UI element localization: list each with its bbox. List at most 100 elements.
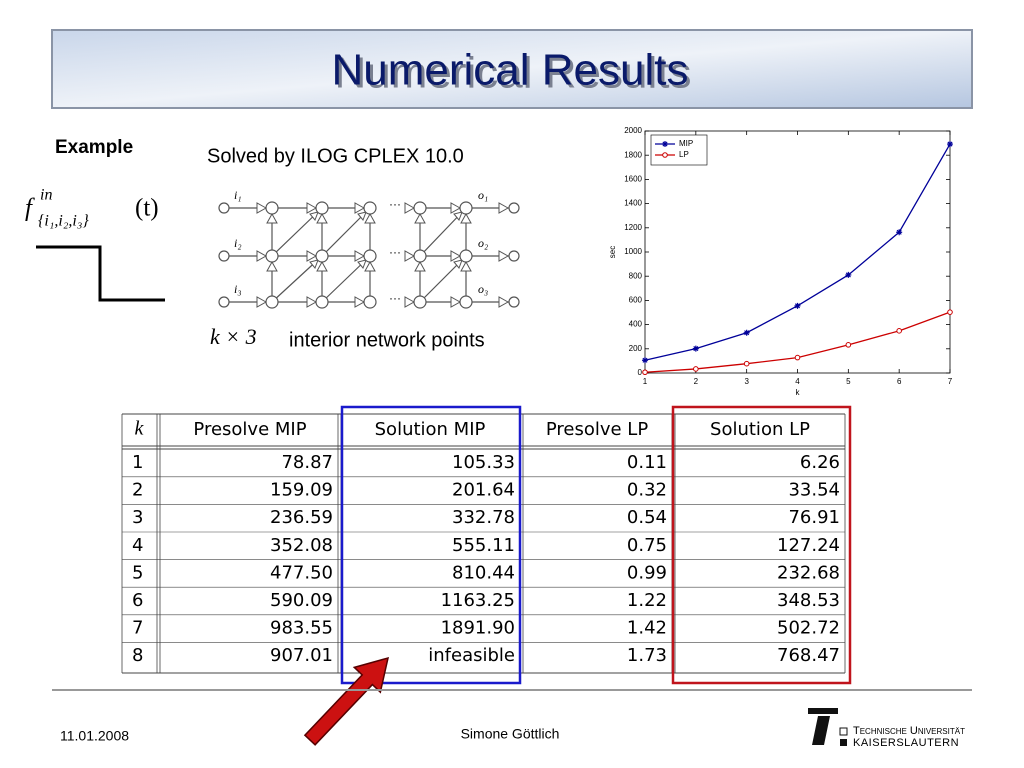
x-tick-label: 1 bbox=[643, 377, 648, 386]
formula-arg: (t) bbox=[135, 195, 159, 222]
table-cell: 0.54 bbox=[627, 507, 667, 528]
legend-label: LP bbox=[679, 150, 689, 159]
table-cell: 127.24 bbox=[777, 535, 840, 556]
table-cell: 33.54 bbox=[788, 480, 840, 501]
table-cell: 76.91 bbox=[788, 507, 840, 528]
y-tick-label: 0 bbox=[638, 368, 643, 377]
arrowhead bbox=[266, 212, 278, 224]
arrowhead bbox=[256, 250, 268, 262]
point bbox=[743, 329, 750, 336]
input-label: i₃ bbox=[234, 282, 242, 296]
legend-marker bbox=[662, 152, 668, 158]
arrowhead bbox=[450, 250, 462, 262]
point bbox=[692, 345, 699, 352]
node bbox=[363, 295, 377, 309]
arrowhead bbox=[316, 260, 328, 272]
formula-sub: {i₁,i₂,i₃} bbox=[38, 213, 89, 230]
arrowhead bbox=[357, 259, 367, 269]
legend-box bbox=[650, 134, 708, 166]
chart: 0 200 400 600 800 1000 1200 1400 1600 1800 2000 1 2 3… bbox=[608, 126, 953, 397]
table-cell: 983.55 bbox=[270, 618, 333, 639]
arrowhead bbox=[364, 212, 376, 224]
table-cell: 201.64 bbox=[452, 480, 515, 501]
point bbox=[642, 369, 648, 376]
table: k Presolve MIP Solution MIP Presolve LP Solu… bbox=[121, 413, 846, 674]
arrowhead bbox=[453, 259, 463, 269]
arrowhead bbox=[306, 250, 318, 262]
formula-base: f bbox=[25, 195, 35, 222]
arrowhead bbox=[450, 202, 462, 214]
table-cell: 332.78 bbox=[452, 507, 515, 528]
arrowhead bbox=[256, 296, 268, 308]
node bbox=[459, 295, 473, 309]
point bbox=[845, 271, 852, 278]
arrowhead bbox=[309, 259, 319, 269]
logo-stem bbox=[812, 716, 830, 745]
table-header: Solution MIP bbox=[375, 419, 486, 440]
title: Numerical Results bbox=[332, 46, 689, 95]
highlight-box-mip bbox=[340, 405, 522, 685]
table-cell: 232.68 bbox=[777, 562, 840, 583]
table-cell: 348.53 bbox=[777, 590, 840, 611]
logo: Technische Universität KAISERSLAUTERN bbox=[808, 708, 965, 749]
arrowhead bbox=[354, 250, 366, 262]
ellipsis: ··· bbox=[389, 245, 401, 259]
y-tick-label: 200 bbox=[629, 344, 643, 353]
arrowhead bbox=[460, 212, 472, 224]
highlight-box-lp bbox=[671, 405, 852, 685]
arrowhead bbox=[364, 260, 376, 272]
table-cell: 0.99 bbox=[627, 562, 667, 583]
node bbox=[315, 295, 329, 309]
node bbox=[459, 249, 473, 263]
footer-date: 11.01.2008 bbox=[60, 728, 129, 744]
table-cell: 105.33 bbox=[452, 452, 515, 473]
table-cell: 1.42 bbox=[627, 618, 667, 639]
point bbox=[947, 309, 953, 315]
node bbox=[265, 201, 279, 215]
node bbox=[459, 201, 473, 215]
output-label: o₁ bbox=[478, 188, 488, 202]
arrowhead bbox=[306, 296, 318, 308]
arrowhead bbox=[404, 296, 416, 308]
point bbox=[845, 342, 852, 348]
node bbox=[315, 201, 329, 215]
y-axis-label: sec bbox=[608, 246, 617, 258]
formula-sup: in bbox=[40, 187, 52, 204]
node bbox=[315, 249, 329, 263]
arrowhead bbox=[404, 250, 416, 262]
arrowhead bbox=[450, 296, 462, 308]
example-label: Example bbox=[55, 137, 133, 158]
title-shadow: Numerical Results bbox=[335, 49, 692, 98]
arrowhead bbox=[316, 212, 328, 224]
table-cell: 6 bbox=[132, 590, 143, 611]
table-cell: 7 bbox=[132, 618, 143, 639]
y-tick-label: 400 bbox=[629, 320, 643, 329]
table-cell: 8 bbox=[132, 645, 143, 666]
table-cell: 1891.90 bbox=[441, 618, 515, 639]
table-cell: 1.22 bbox=[627, 590, 667, 611]
arrowhead bbox=[256, 202, 268, 214]
plot-area bbox=[644, 130, 951, 374]
legend-label: MIP bbox=[679, 139, 693, 148]
arrow bbox=[303, 656, 390, 746]
x-tick-label: 4 bbox=[795, 377, 800, 386]
table-header: Solution LP bbox=[710, 419, 810, 440]
arrowhead bbox=[309, 211, 319, 221]
table-cell: 159.09 bbox=[270, 480, 333, 501]
table-cell: 4 bbox=[132, 535, 143, 556]
y-tick-label: 600 bbox=[629, 296, 643, 305]
table-cell: 0.32 bbox=[627, 480, 667, 501]
table-cell: 1.73 bbox=[627, 645, 667, 666]
node bbox=[413, 201, 427, 215]
output-label: o₃ bbox=[478, 282, 488, 296]
point bbox=[642, 357, 648, 364]
x-tick-label: 2 bbox=[694, 377, 699, 386]
table-cell: 907.01 bbox=[270, 645, 333, 666]
y-tick-label: 1400 bbox=[624, 199, 642, 208]
table-header: k bbox=[135, 418, 145, 440]
arrowhead bbox=[354, 296, 366, 308]
table-cell: 0.11 bbox=[627, 452, 667, 473]
node bbox=[218, 296, 230, 308]
table-cell: 590.09 bbox=[270, 590, 333, 611]
